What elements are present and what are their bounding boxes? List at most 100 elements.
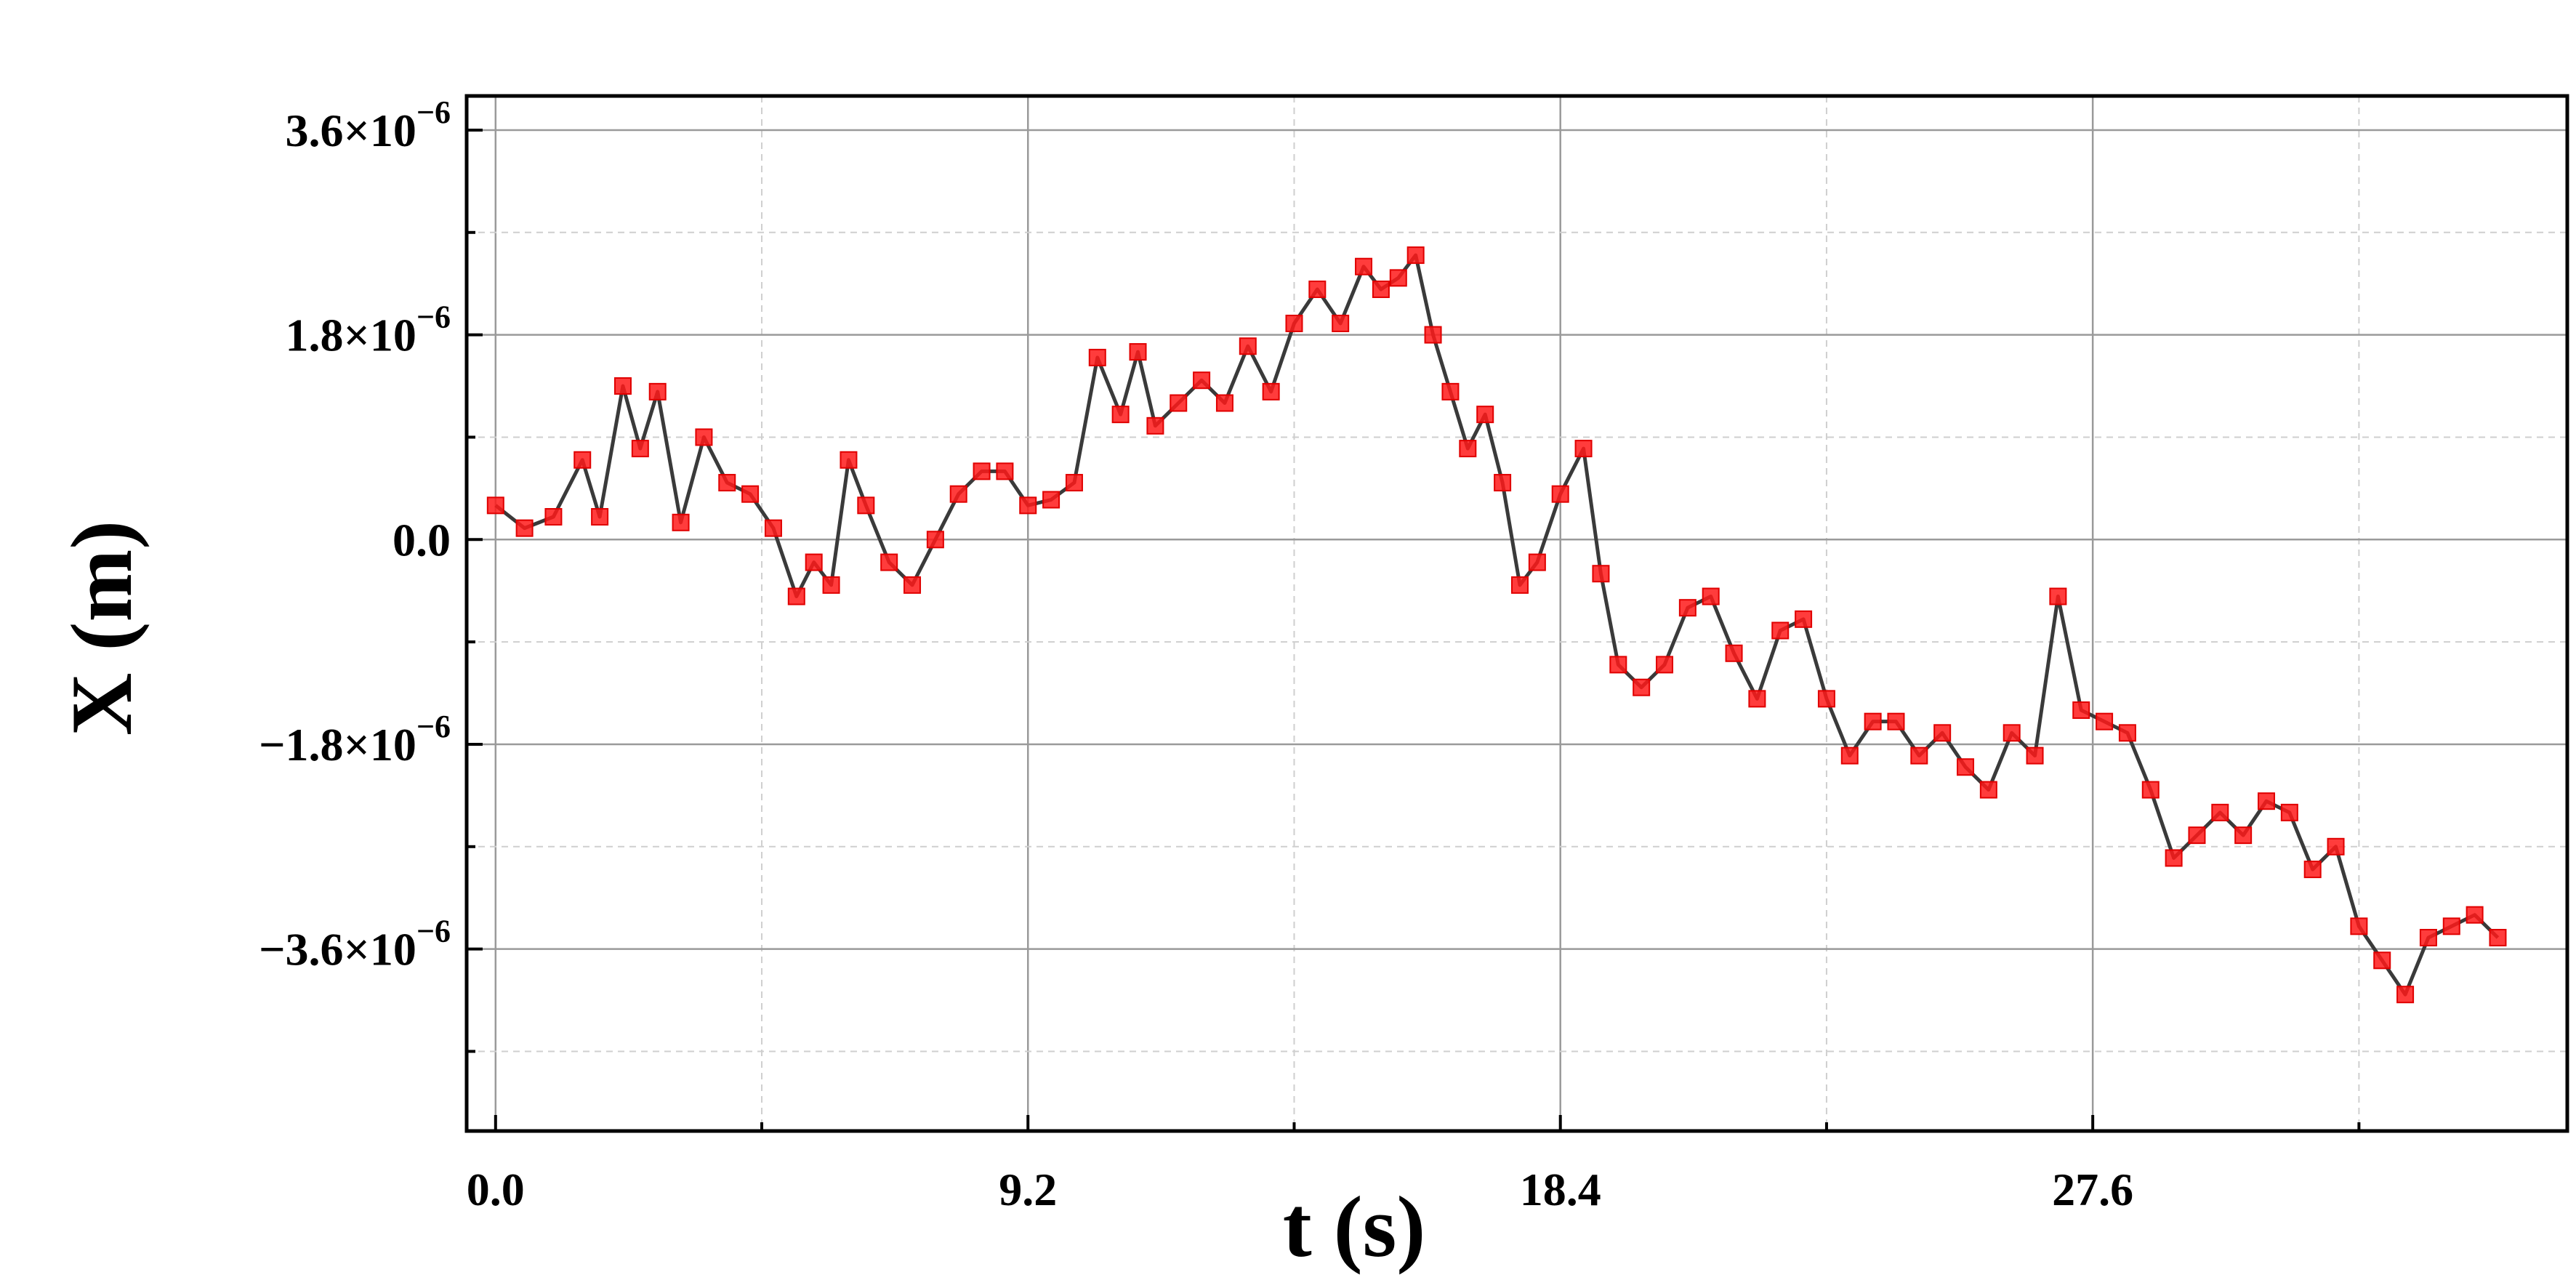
data-point [857, 496, 875, 515]
data-point [2118, 724, 2136, 742]
data-point [1170, 394, 1188, 412]
data-point [1146, 416, 1164, 435]
grid [467, 96, 2567, 1131]
data-point [1494, 474, 1512, 492]
data-point [2466, 906, 2484, 924]
data-point [2049, 587, 2067, 605]
data-point [573, 451, 592, 469]
data-point [486, 496, 504, 515]
data-point [822, 576, 840, 594]
data-point [613, 377, 632, 395]
data-point [1771, 621, 1790, 640]
x-axis-title: t (s) [1283, 1178, 1426, 1275]
data-point [2258, 792, 2276, 810]
y-tick-label: 3.6×10−6 [285, 94, 451, 156]
data-point [1406, 246, 1425, 265]
series-layer [486, 246, 2507, 1004]
data-point [1609, 656, 1627, 674]
data-point [1239, 337, 1257, 355]
data-point [1372, 281, 1390, 299]
data-point [1332, 314, 1350, 332]
data-point [2165, 849, 2183, 867]
data-point [1065, 474, 1083, 492]
data-point [1441, 382, 1460, 401]
data-point [1111, 406, 1130, 424]
data-point [718, 474, 736, 492]
data-point [1933, 724, 1952, 742]
y-tick-label: −3.6×10−6 [259, 914, 451, 975]
data-point [949, 485, 967, 503]
data-point [1656, 656, 1674, 674]
axis-ticks [467, 128, 2361, 1131]
data-point [1308, 281, 1327, 299]
data-point [1725, 644, 1743, 662]
data-point [2141, 781, 2160, 799]
data-point [695, 428, 713, 446]
y-tick-label: −1.8×10−6 [259, 709, 451, 770]
data-point [880, 553, 898, 571]
tick-labels: 0.0 9.2 18.4 27.6 3.6×10−6 1.8×10−6 0.0 −1.8×10… [259, 94, 2133, 1215]
y-tick-label: 0.0 [393, 514, 451, 565]
data-point [973, 462, 991, 480]
data-point [544, 507, 563, 526]
data-point [2003, 724, 2021, 742]
data-point [648, 382, 667, 401]
data-point [1864, 712, 1882, 730]
data-point [1215, 394, 1233, 412]
data-point [805, 553, 823, 571]
data-point [787, 587, 805, 605]
data-point [2327, 837, 2345, 856]
data-point [2489, 928, 2507, 946]
y-axis-title: X (m) [53, 520, 150, 736]
x-tick-label: 0.0 [467, 1164, 525, 1215]
data-point [741, 485, 760, 503]
y-tick-label: 1.8×10−6 [285, 299, 451, 361]
data-point [1795, 610, 1813, 628]
data-point [1592, 565, 1610, 583]
data-point [2234, 826, 2253, 845]
data-point [926, 531, 944, 549]
data-point [2096, 712, 2114, 730]
data-point [840, 451, 858, 469]
data-point [1840, 746, 1859, 765]
data-point [2211, 803, 2229, 821]
data-point [1129, 343, 1147, 361]
data-point [672, 513, 690, 531]
plot-frame [464, 94, 2569, 1133]
data-point [1355, 257, 1373, 275]
data-point [515, 519, 534, 537]
data-point [1510, 576, 1529, 594]
data-point [2373, 951, 2391, 970]
data-point [996, 462, 1014, 480]
data-point [1748, 690, 1766, 708]
data-point [1633, 678, 1651, 696]
data-point [1019, 496, 1037, 515]
data-point [2303, 861, 2322, 879]
data-point [2350, 917, 2368, 935]
data-point [2442, 917, 2460, 935]
data-point [1678, 599, 1696, 617]
data-point [1193, 371, 1211, 390]
data-point [1042, 491, 1060, 509]
x-tick-label: 18.4 [1520, 1164, 1601, 1215]
data-point [1979, 781, 1997, 799]
data-point [1459, 440, 1477, 458]
data-point [2188, 826, 2206, 845]
data-point [2396, 986, 2415, 1004]
data-point [1887, 712, 1905, 730]
data-point [2072, 701, 2090, 720]
data-point [1817, 690, 1835, 708]
data-point [1574, 440, 1593, 458]
data-point [1702, 587, 1720, 605]
data-point [1910, 746, 1928, 765]
data-point [1424, 326, 1442, 344]
data-point [903, 576, 922, 594]
data-point [2280, 803, 2298, 821]
data-point [764, 519, 782, 537]
data-point [591, 507, 609, 526]
data-point [1957, 758, 1975, 776]
series-line [494, 253, 2500, 997]
x-tick-label: 27.6 [2052, 1164, 2133, 1215]
data-point [2026, 746, 2044, 765]
